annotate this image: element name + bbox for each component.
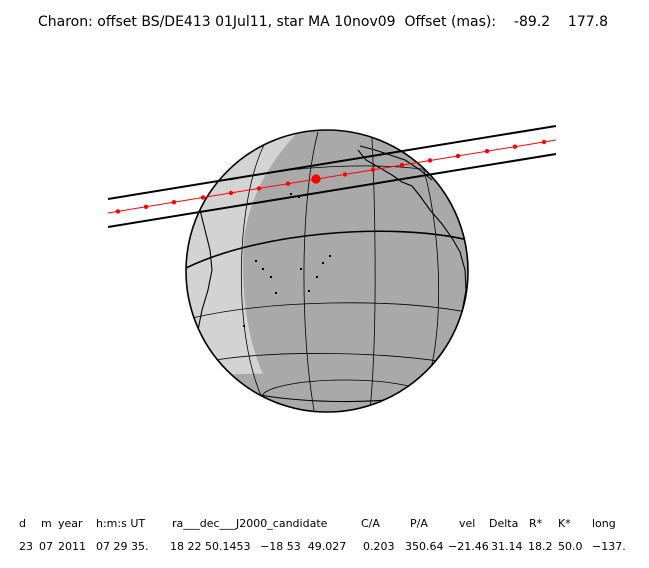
time-marker — [484, 149, 490, 154]
time-marker — [399, 162, 405, 168]
time-marker — [115, 209, 121, 214]
value-rstar: 18.2 — [528, 540, 553, 553]
time-marker — [455, 153, 461, 159]
value-year: 2011 — [58, 540, 86, 553]
header-time: h:m:s UT — [96, 517, 146, 530]
value-day: 23 — [19, 540, 33, 553]
value-pa: 350.64 — [405, 540, 444, 553]
shadow-south-limit — [107, 153, 557, 228]
shadow-north-limit — [107, 125, 557, 200]
time-marker — [427, 158, 433, 163]
value-long: −137. — [592, 540, 626, 553]
header-rstar: R* — [529, 517, 543, 530]
value-ca: 0.203 — [363, 540, 395, 553]
time-marker — [143, 204, 149, 209]
value-vel: −21.46 — [448, 540, 489, 553]
header-long: long — [592, 517, 616, 530]
time-markers — [115, 139, 547, 214]
value-ra: 18 22 50.1453 — [170, 540, 251, 553]
page-title: Charon: offset BS/DE413 01Jul11, star MA… — [38, 14, 609, 30]
equator — [186, 230, 468, 269]
time-marker — [256, 186, 262, 191]
globe-outline — [185, 129, 469, 413]
header-delta: Delta — [489, 517, 519, 530]
value-time: 07 29 35. — [96, 540, 149, 553]
closest-approach-marker — [311, 174, 321, 184]
header-day: d — [19, 517, 26, 530]
time-marker — [370, 167, 376, 172]
header-pa: P/A — [410, 517, 428, 530]
value-month: 07 — [39, 540, 53, 553]
time-marker — [228, 190, 234, 196]
time-marker — [200, 195, 206, 200]
time-marker — [171, 200, 177, 205]
night-region — [242, 130, 468, 409]
value-kstar: 50.0 — [558, 540, 583, 553]
islands — [243, 193, 331, 327]
header-ra-dec: ra___dec___J2000_candidate — [172, 517, 328, 530]
header-year: year — [58, 517, 83, 530]
header-ca: C/A — [361, 517, 380, 530]
time-marker — [285, 181, 291, 186]
header-kstar: K* — [558, 517, 571, 530]
header-month: m — [41, 517, 52, 530]
value-delta: 31.14 — [491, 540, 523, 553]
time-marker — [541, 139, 547, 145]
time-marker — [512, 144, 518, 149]
shadow-center-line — [107, 139, 557, 214]
value-dec: −18 53 49.027 — [260, 540, 347, 553]
header-vel: vel — [459, 517, 476, 530]
time-marker — [342, 172, 348, 177]
